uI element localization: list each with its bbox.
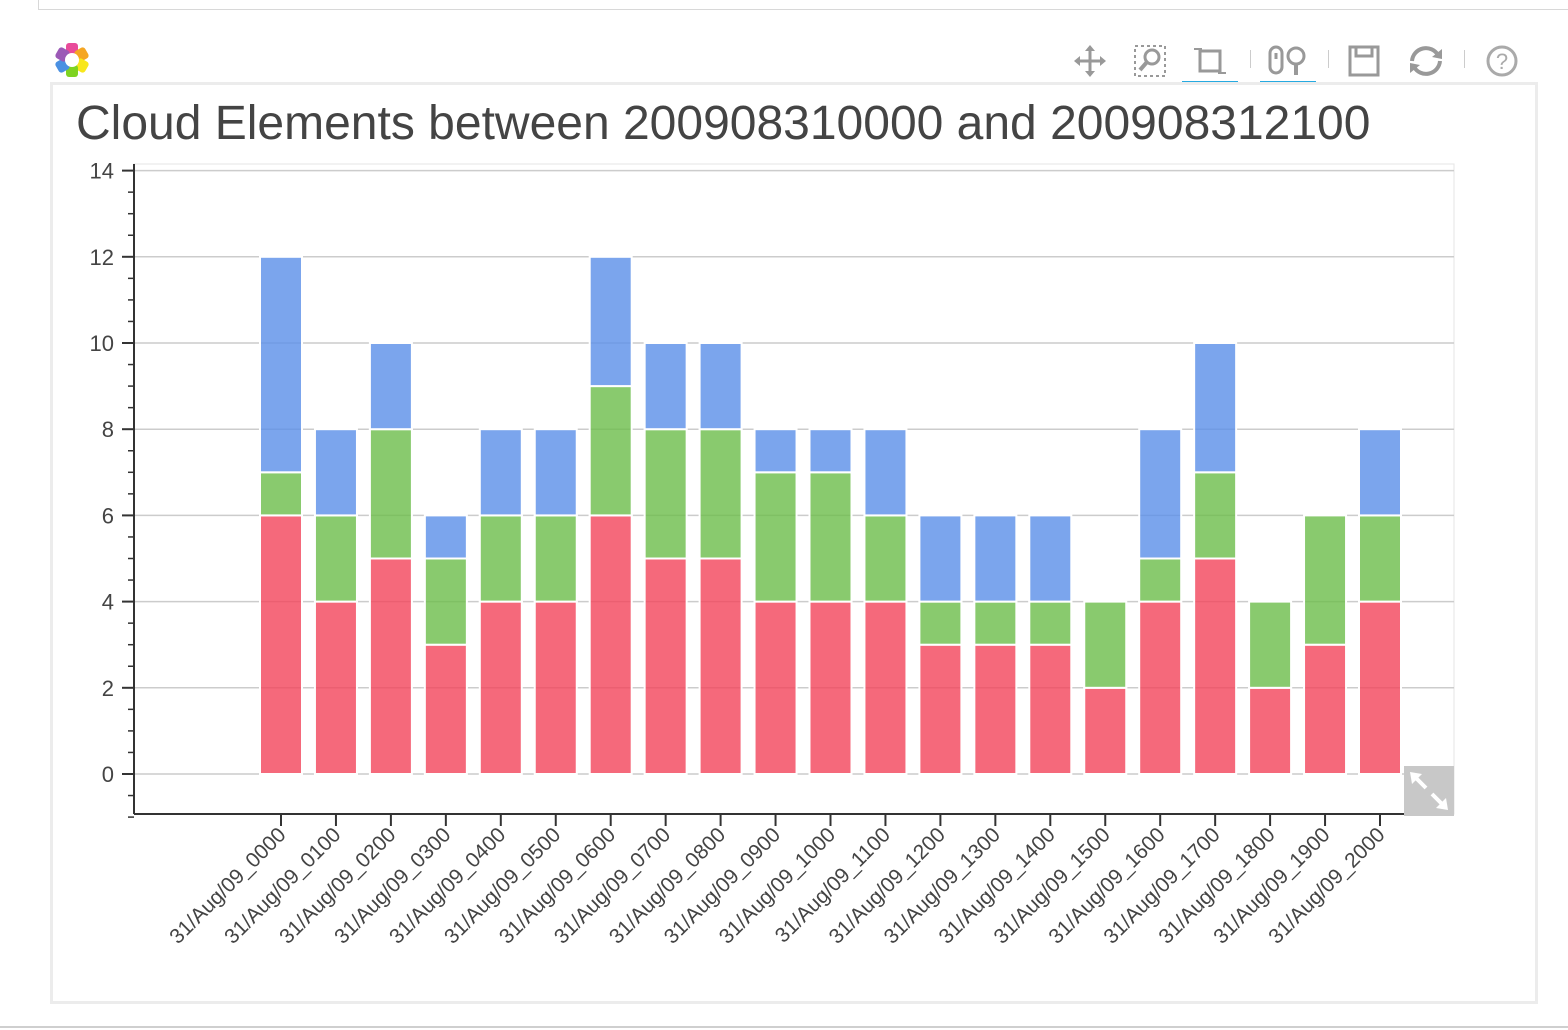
- reset-icon: [1410, 46, 1442, 76]
- wheel-zoom-icon: [1268, 45, 1306, 75]
- bar-segment: [1248, 686, 1293, 775]
- bar-segment: [1138, 557, 1183, 603]
- bar-segment: [1193, 471, 1238, 560]
- y-tick-label: 2: [102, 676, 114, 701]
- reset-tool-button[interactable]: [1396, 38, 1456, 84]
- bar-segment: [1028, 514, 1073, 603]
- bar-segment: [1083, 686, 1128, 775]
- bar-segment: [1303, 643, 1348, 776]
- bars: [259, 255, 1402, 776]
- bar-segment: [808, 428, 853, 474]
- plot-frame: [50, 82, 1538, 1004]
- bar-segment: [1193, 342, 1238, 474]
- bar-segment: [973, 600, 1018, 646]
- bar-segment: [753, 428, 798, 474]
- toolbar-divider: [1250, 50, 1251, 68]
- bar-segment: [753, 471, 798, 603]
- bar-segment: [863, 600, 908, 775]
- bar-segment: [259, 514, 303, 776]
- bar-segment: [478, 600, 523, 775]
- bar-segment: [368, 342, 413, 431]
- y-tick-label: 8: [102, 417, 114, 442]
- bar-segment: [1138, 428, 1183, 560]
- bar-segment: [918, 643, 963, 776]
- bar-segment: [1358, 600, 1402, 775]
- bar-segment: [313, 600, 358, 775]
- y-tick-label: 14: [90, 159, 114, 184]
- bar-segment: [1028, 643, 1073, 776]
- bar-segment: [918, 514, 963, 603]
- bar-segment: [1028, 600, 1073, 646]
- bar-segment: [1358, 428, 1402, 517]
- bokeh-logo-icon: [55, 43, 89, 77]
- bar-segment: [368, 428, 413, 560]
- resize-icon: [1194, 48, 1226, 74]
- bar-segment: [1358, 514, 1402, 603]
- bottom-divider: [0, 1026, 1568, 1028]
- bar-segment: [313, 514, 358, 603]
- bar-segment: [1083, 600, 1128, 689]
- bar-segment: [313, 428, 358, 517]
- save-tool-button[interactable]: [1334, 38, 1394, 84]
- bar-segment: [808, 471, 853, 603]
- top-strip: [38, 0, 1568, 10]
- bar-segment: [863, 514, 908, 603]
- bar-segment: [643, 428, 688, 560]
- box-zoom-icon: [1134, 45, 1166, 77]
- y-tick-label: 10: [90, 331, 114, 356]
- bar-segment: [973, 514, 1018, 603]
- bar-segment: [259, 255, 303, 474]
- box-zoom-tool-button[interactable]: [1120, 38, 1180, 84]
- bar-segment: [423, 557, 468, 646]
- help-glyph: ?: [1496, 49, 1508, 74]
- bar-segment: [478, 514, 523, 603]
- bar-segment: [808, 600, 853, 775]
- resize-handle[interactable]: [1404, 766, 1454, 816]
- bar-segment: [533, 514, 578, 603]
- bar-segment: [588, 514, 633, 776]
- axes: 0246810121431/Aug/09_000031/Aug/09_01003…: [90, 159, 1454, 949]
- bar-segment: [753, 600, 798, 775]
- bar-segment: [588, 385, 633, 517]
- help-tool-button[interactable]: ?: [1472, 38, 1532, 84]
- bar-segment: [1193, 557, 1238, 775]
- bar-segment: [698, 557, 743, 775]
- chart-title: Cloud Elements between 200908310000 and …: [76, 97, 1371, 150]
- pan-tool-button[interactable]: [1060, 38, 1120, 84]
- bar-segment: [533, 428, 578, 517]
- expand-arrows-icon: [1410, 772, 1448, 810]
- y-tick-label: 4: [102, 590, 114, 615]
- bar-segment: [533, 600, 578, 775]
- y-tick-label: 0: [102, 762, 114, 787]
- bar-segment: [643, 557, 688, 775]
- bar-segment: [588, 255, 633, 388]
- pan-icon: [1074, 45, 1106, 77]
- bar-segment: [1248, 600, 1293, 689]
- toolbar-divider: [1464, 50, 1465, 68]
- bar-segment: [423, 514, 468, 560]
- y-tick-label: 6: [102, 503, 114, 528]
- bar-segment: [863, 428, 908, 517]
- bar-segment: [423, 643, 468, 776]
- bar-segment: [918, 600, 963, 646]
- bar-segment: [259, 471, 303, 517]
- toolbar-divider: [1328, 50, 1329, 68]
- bar-segment: [698, 428, 743, 560]
- bar-segment: [973, 643, 1018, 776]
- help-icon: ?: [1486, 45, 1518, 77]
- bar-segment: [643, 342, 688, 431]
- bar-segment: [1303, 514, 1348, 646]
- bar-segment: [368, 557, 413, 775]
- bar-segment: [478, 428, 523, 517]
- bar-segment: [698, 342, 743, 431]
- y-tick-label: 12: [90, 245, 114, 270]
- bar-segment: [1138, 600, 1183, 775]
- save-icon: [1348, 45, 1380, 77]
